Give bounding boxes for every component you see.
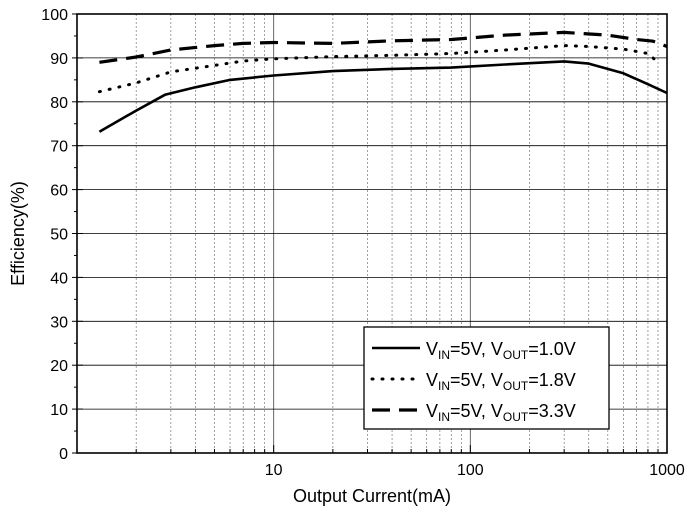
y-tick-label: 80 xyxy=(50,95,68,112)
legend-label: VIN=5V, VOUT=1.0V xyxy=(426,339,576,362)
y-tick-label: 30 xyxy=(50,314,68,331)
legend-text-part: V xyxy=(426,401,438,421)
y-tick-label: 90 xyxy=(50,51,68,68)
legend-subscript: OUT xyxy=(503,379,529,393)
legend-subscript: IN xyxy=(438,348,450,362)
y-tick-label: 20 xyxy=(50,358,68,375)
legend-text-part: =3.3V xyxy=(528,401,576,421)
y-tick-label: 10 xyxy=(50,402,68,419)
y-tick-label: 0 xyxy=(59,446,68,463)
y-axis-title: Efficiency(%) xyxy=(8,181,28,286)
series-line-dotted xyxy=(97,44,660,94)
legend-text-part: =1.8V xyxy=(528,370,576,390)
legend-box xyxy=(363,326,610,430)
label-layer: 0 10 20 30 40 50 60 70 80 90 100 10 100 1000 xyxy=(41,7,685,479)
legend-subscript: IN xyxy=(438,410,450,424)
y-tick-label: 60 xyxy=(50,183,68,200)
series-line-solid xyxy=(98,60,668,133)
plot-frame xyxy=(76,13,668,454)
legend-label: VIN=5V, VOUT=1.8V xyxy=(426,370,576,393)
x-tick-label: 100 xyxy=(457,462,484,479)
legend-subscript: IN xyxy=(438,379,450,393)
y-tick-label: 100 xyxy=(41,7,68,24)
legend-subscript: OUT xyxy=(503,410,529,424)
legend-label: VIN=5V, VOUT=3.3V xyxy=(426,401,576,424)
y-tick-label: 70 xyxy=(50,139,68,156)
legend-text-part: =5V, V xyxy=(450,370,503,390)
y-tick-label: 50 xyxy=(50,227,68,244)
legend-text-part: =5V, V xyxy=(450,339,503,359)
x-tick-label: 1000 xyxy=(649,462,685,479)
series-layer xyxy=(97,30,668,133)
legend-text-part: V xyxy=(426,339,438,359)
legend-text-part: =5V, V xyxy=(450,401,503,421)
y-tick-label: 40 xyxy=(50,270,68,287)
legend-subscript: OUT xyxy=(503,348,529,362)
series-line-dashed xyxy=(99,30,668,64)
legend-text-part: V xyxy=(426,370,438,390)
x-tick-label: 10 xyxy=(265,462,283,479)
x-axis-title: Output Current(mA) xyxy=(293,486,451,506)
legend-text-part: =1.0V xyxy=(528,339,576,359)
